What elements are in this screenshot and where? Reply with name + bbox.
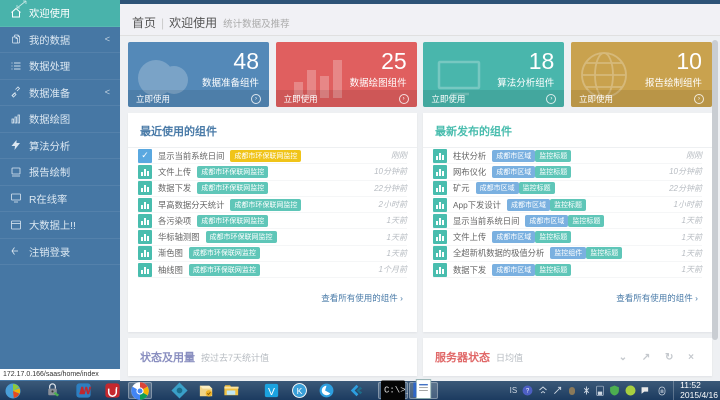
svg-text:K: K [297,386,303,396]
svg-text:C:\>_: C:\>_ [384,385,408,395]
svg-text:V: V [268,387,275,398]
